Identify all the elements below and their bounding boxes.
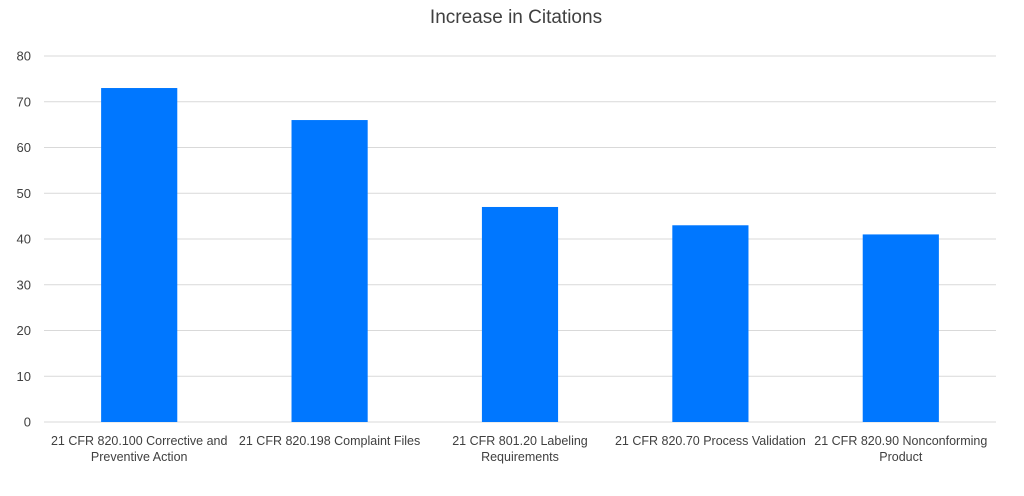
- bar: [672, 225, 749, 422]
- y-tick-label: 40: [17, 232, 31, 247]
- y-tick-label: 50: [17, 186, 31, 201]
- y-tick-label: 70: [17, 94, 31, 109]
- bars: [101, 88, 939, 423]
- x-category-label: 21 CFR 820.90 Nonconforming Product: [814, 434, 987, 464]
- y-tick-label: 10: [17, 369, 31, 384]
- x-axis: 21 CFR 820.100 Corrective and Preventive …: [51, 434, 987, 464]
- bar: [481, 206, 559, 422]
- y-axis: 0 10 20 30 40 50 60 70 80: [17, 49, 31, 430]
- y-tick-label: 60: [17, 140, 31, 155]
- bar: [291, 120, 368, 423]
- y-tick-label: 80: [17, 49, 31, 64]
- y-tick-label: 0: [24, 415, 31, 430]
- x-category-label: 21 CFR 820.198 Complaint Files: [239, 434, 420, 448]
- x-category-label: 21 CFR 820.70 Process Validation: [615, 434, 806, 448]
- x-category-label: 21 CFR 801.20 Labeling Requirements: [452, 434, 588, 464]
- bar: [862, 234, 939, 422]
- y-tick-label: 30: [17, 277, 31, 292]
- chart-title: Increase in Citations: [430, 7, 602, 28]
- bar: [101, 88, 178, 423]
- x-category-label: 21 CFR 820.100 Corrective and Preventive …: [51, 434, 228, 464]
- y-tick-label: 20: [17, 323, 31, 338]
